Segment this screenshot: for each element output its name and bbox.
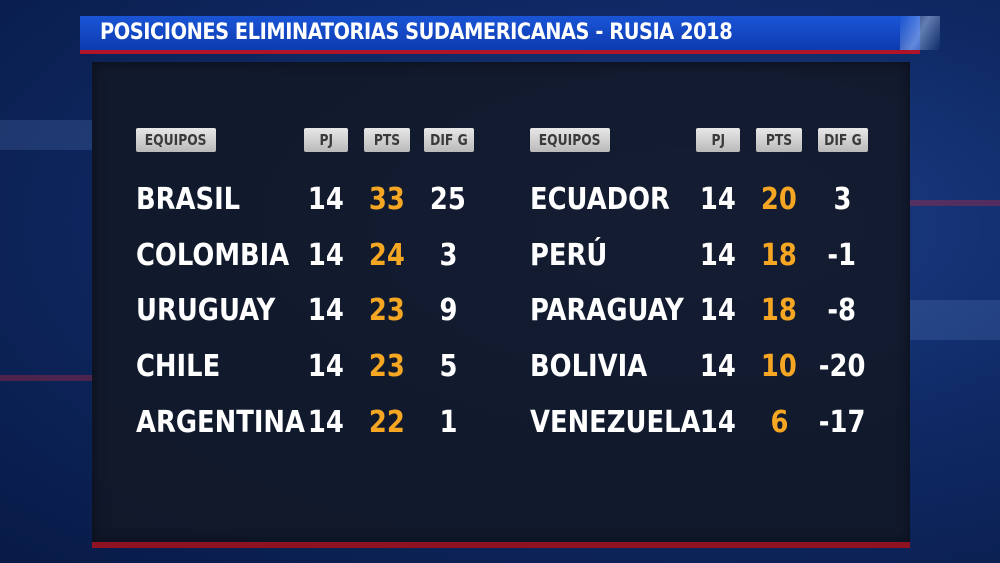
- played-value: 14: [700, 293, 736, 328]
- header-pts-left: PTS: [364, 128, 410, 152]
- header-difg-right: DIF G: [818, 128, 868, 152]
- background-red-line: [0, 375, 92, 381]
- team-name: URUGUAY: [136, 293, 276, 328]
- table-row: ECUADOR 14 20 3: [530, 180, 875, 220]
- played-value: 14: [308, 238, 344, 273]
- header-pj-left: PJ: [304, 128, 348, 152]
- points-value: 24: [369, 238, 405, 273]
- played-value: 14: [700, 238, 736, 273]
- table-row: PERÚ 14 18 -1: [530, 236, 875, 276]
- team-name: BRASIL: [136, 182, 241, 217]
- played-value: 14: [700, 405, 736, 440]
- points-value: 23: [369, 293, 405, 328]
- goal-diff-value: 5: [439, 349, 457, 384]
- header-equipos-right: EQUIPOS: [530, 128, 610, 152]
- goal-diff-value: -20: [818, 349, 866, 384]
- team-name: BOLIVIA: [530, 349, 648, 384]
- team-name: COLOMBIA: [136, 238, 290, 273]
- page-title: POSICIONES ELIMINATORIAS SUDAMERICANAS -…: [100, 20, 733, 45]
- points-value: 22: [369, 405, 405, 440]
- team-name: ARGENTINA: [136, 405, 305, 440]
- points-value: 23: [369, 349, 405, 384]
- points-value: 33: [369, 182, 405, 217]
- header-pj-right: PJ: [696, 128, 740, 152]
- panel-bottom-border: [92, 542, 910, 548]
- points-value: 20: [761, 182, 797, 217]
- goal-diff-value: 25: [430, 182, 466, 217]
- points-value: 6: [770, 405, 788, 440]
- background-streak: [910, 300, 1000, 340]
- team-name: CHILE: [136, 349, 221, 384]
- title-bar: POSICIONES ELIMINATORIAS SUDAMERICANAS -…: [80, 16, 940, 54]
- played-value: 14: [308, 182, 344, 217]
- background-red-line: [910, 200, 1000, 206]
- team-name: ECUADOR: [530, 182, 670, 217]
- table-row: BOLIVIA 14 10 -20: [530, 347, 875, 387]
- goal-diff-value: -8: [827, 293, 857, 328]
- goal-diff-value: 3: [833, 182, 851, 217]
- played-value: 14: [308, 349, 344, 384]
- team-name: VENEZUELA: [530, 405, 701, 440]
- played-value: 14: [308, 293, 344, 328]
- table-row: VENEZUELA 14 6 -17: [530, 403, 875, 443]
- team-name: PERÚ: [530, 238, 608, 273]
- team-name: PARAGUAY: [530, 293, 684, 328]
- table-row: COLOMBIA 14 24 3: [136, 236, 476, 276]
- header-pts-right: PTS: [756, 128, 802, 152]
- points-value: 18: [761, 238, 797, 273]
- table-row: ARGENTINA 14 22 1: [136, 403, 476, 443]
- goal-diff-value: 3: [439, 238, 457, 273]
- header-difg-left: DIF G: [424, 128, 474, 152]
- table-row: CHILE 14 23 5: [136, 347, 476, 387]
- goal-diff-value: 9: [439, 293, 457, 328]
- goal-diff-value: -1: [827, 238, 857, 273]
- points-value: 10: [761, 349, 797, 384]
- table-row: URUGUAY 14 23 9: [136, 291, 476, 331]
- header-equipos-left: EQUIPOS: [136, 128, 216, 152]
- points-value: 18: [761, 293, 797, 328]
- table-row: BRASIL 14 33 25: [136, 180, 476, 220]
- played-value: 14: [700, 182, 736, 217]
- goal-diff-value: 1: [439, 405, 457, 440]
- played-value: 14: [700, 349, 736, 384]
- played-value: 14: [308, 405, 344, 440]
- goal-diff-value: -17: [818, 405, 866, 440]
- table-row: PARAGUAY 14 18 -8: [530, 291, 875, 331]
- background-streak: [0, 120, 92, 150]
